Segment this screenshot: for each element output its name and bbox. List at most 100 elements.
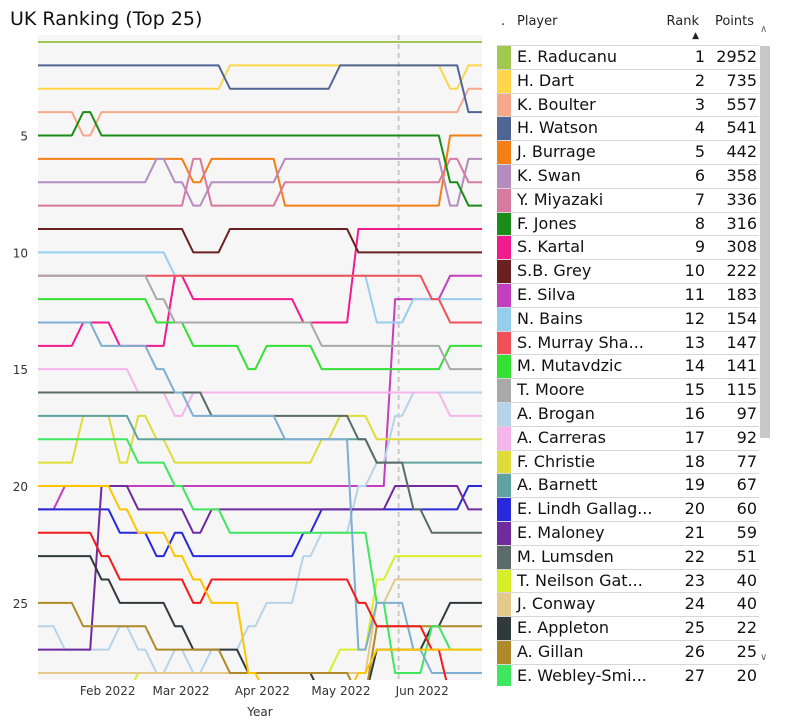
x-tick-label: Apr 2022 — [235, 684, 290, 698]
series-line — [38, 485, 482, 558]
table-row[interactable]: K. Boulter 3 557 — [497, 92, 759, 117]
series-line — [38, 134, 482, 207]
color-swatch — [497, 283, 511, 307]
y-tick-label: 5 — [20, 129, 28, 143]
table-row[interactable]: J. Burrage 5 442 — [497, 140, 759, 164]
series-line — [38, 64, 482, 114]
cell-points: 147 — [726, 332, 757, 352]
cell-points: 222 — [726, 261, 757, 281]
color-swatch — [497, 355, 511, 379]
cell-rank: 17 — [684, 427, 705, 447]
table-row[interactable]: M. Mutavdzic 14 141 — [497, 354, 759, 379]
cell-player: M. Lumsden — [517, 546, 614, 566]
cell-player: E. Lindh Gallag... — [517, 499, 652, 519]
table-row[interactable]: S. Murray Sha... 13 147 — [497, 330, 759, 355]
table-row[interactable]: E. Raducanu 1 2952 — [497, 45, 759, 69]
header-dot: . — [501, 14, 506, 29]
chevron-up-icon[interactable]: ∧ — [760, 24, 768, 35]
color-swatch — [497, 331, 511, 355]
series-line — [38, 274, 482, 371]
chart-title: UK Ranking (Top 25) — [10, 8, 203, 30]
cell-player: Y. Miyazaki — [517, 189, 604, 209]
cell-rank: 19 — [684, 475, 705, 495]
header-rank[interactable]: Rank ▲ — [647, 14, 699, 41]
cell-points: 59 — [736, 522, 757, 542]
cell-player: S. Kartal — [517, 237, 585, 257]
cell-player: N. Bains — [517, 308, 583, 328]
cell-points: 92 — [736, 427, 757, 447]
cell-rank: 16 — [684, 403, 705, 423]
series-line — [38, 298, 482, 371]
chevron-down-icon[interactable]: ∨ — [760, 652, 768, 663]
table-header: . Player Rank ▲ Points — [497, 14, 759, 45]
table-row[interactable]: J. Conway 24 40 — [497, 592, 759, 617]
cell-player: E. Webley-Smi... — [517, 665, 647, 685]
table-row[interactable]: E. Appleton 25 22 — [497, 616, 759, 640]
table-row[interactable]: S. Kartal 9 308 — [497, 235, 759, 260]
y-tick-label: 25 — [13, 597, 28, 611]
color-swatch — [497, 141, 511, 164]
cell-rank: 20 — [684, 499, 705, 519]
x-axis-label: Year — [246, 705, 272, 719]
cell-points: 60 — [736, 499, 757, 519]
cell-rank: 4 — [694, 118, 705, 138]
table-row[interactable]: E. Lindh Gallag... 20 60 — [497, 497, 759, 521]
table-row[interactable]: A. Brogan 16 97 — [497, 401, 759, 426]
cell-points: 541 — [726, 118, 757, 138]
table-row[interactable]: T. Neilson Gat... 23 40 — [497, 568, 759, 593]
table-row[interactable]: F. Christie 18 77 — [497, 449, 759, 474]
cell-rank: 25 — [684, 618, 705, 638]
table-row[interactable]: F. Jones 8 316 — [497, 211, 759, 236]
color-swatch — [497, 260, 511, 283]
table-row[interactable]: T. Moore 15 115 — [497, 378, 759, 402]
cell-points: 22 — [736, 618, 757, 638]
table-row[interactable]: H. Dart 2 735 — [497, 68, 759, 93]
x-tick-label: May 2022 — [311, 684, 370, 698]
cell-player: S.B. Grey — [517, 261, 592, 281]
color-swatch — [497, 521, 511, 545]
y-tick-label: 10 — [13, 246, 28, 260]
table-row[interactable]: A. Barnett 19 67 — [497, 473, 759, 498]
cell-rank: 7 — [694, 189, 705, 209]
series-line — [38, 321, 482, 674]
cell-player: E. Maloney — [517, 522, 605, 542]
cell-points: 40 — [736, 570, 757, 590]
x-tick-label: Jun 2022 — [395, 684, 449, 698]
cell-points: 77 — [736, 451, 757, 471]
series-line — [38, 531, 448, 680]
table-row[interactable]: A. Gillan 26 25 — [497, 639, 759, 664]
table-row[interactable]: E. Maloney 21 59 — [497, 520, 759, 545]
table-row[interactable]: E. Silva 11 183 — [497, 282, 759, 307]
table-row[interactable]: S.B. Grey 10 222 — [497, 259, 759, 283]
table-row[interactable]: N. Bains 12 154 — [497, 306, 759, 331]
header-player[interactable]: Player — [517, 14, 558, 29]
cell-points: 67 — [736, 475, 757, 495]
cell-rank: 5 — [694, 142, 705, 162]
table-row[interactable]: H. Watson 4 541 — [497, 116, 759, 141]
table-row[interactable]: K. Swan 6 358 — [497, 163, 759, 188]
table-row[interactable]: A. Carreras 17 92 — [497, 425, 759, 450]
color-swatch — [497, 402, 511, 426]
cell-player: E. Silva — [517, 284, 576, 304]
cell-player: T. Moore — [517, 380, 585, 400]
color-swatch — [497, 640, 511, 664]
header-points[interactable]: Points — [714, 14, 754, 29]
cell-rank: 9 — [694, 237, 705, 257]
x-tick-label: Feb 2022 — [80, 684, 136, 698]
color-swatch — [497, 450, 511, 474]
table-row[interactable]: Y. Miyazaki 7 336 — [497, 187, 759, 212]
cell-rank: 26 — [684, 641, 705, 661]
cell-player: K. Swan — [517, 165, 581, 185]
table-scrollbar[interactable]: ∧ ∨ — [760, 14, 770, 686]
color-swatch — [497, 93, 511, 117]
cell-points: 25 — [736, 641, 757, 661]
cell-rank: 3 — [694, 94, 705, 114]
cell-player: A. Carreras — [517, 427, 606, 447]
cell-player: S. Murray Sha... — [517, 332, 644, 352]
table-row[interactable]: E. Webley-Smi... 27 20 — [497, 663, 759, 686]
series-line — [38, 87, 482, 137]
series-line — [38, 391, 482, 674]
scrollbar-thumb[interactable] — [760, 46, 770, 438]
table-row[interactable]: M. Lumsden 22 51 — [497, 544, 759, 569]
bump-chart: 5 10 15 20 25 Feb 2022 Mar 2022 Apr 2022 May 202… — [13, 35, 482, 719]
